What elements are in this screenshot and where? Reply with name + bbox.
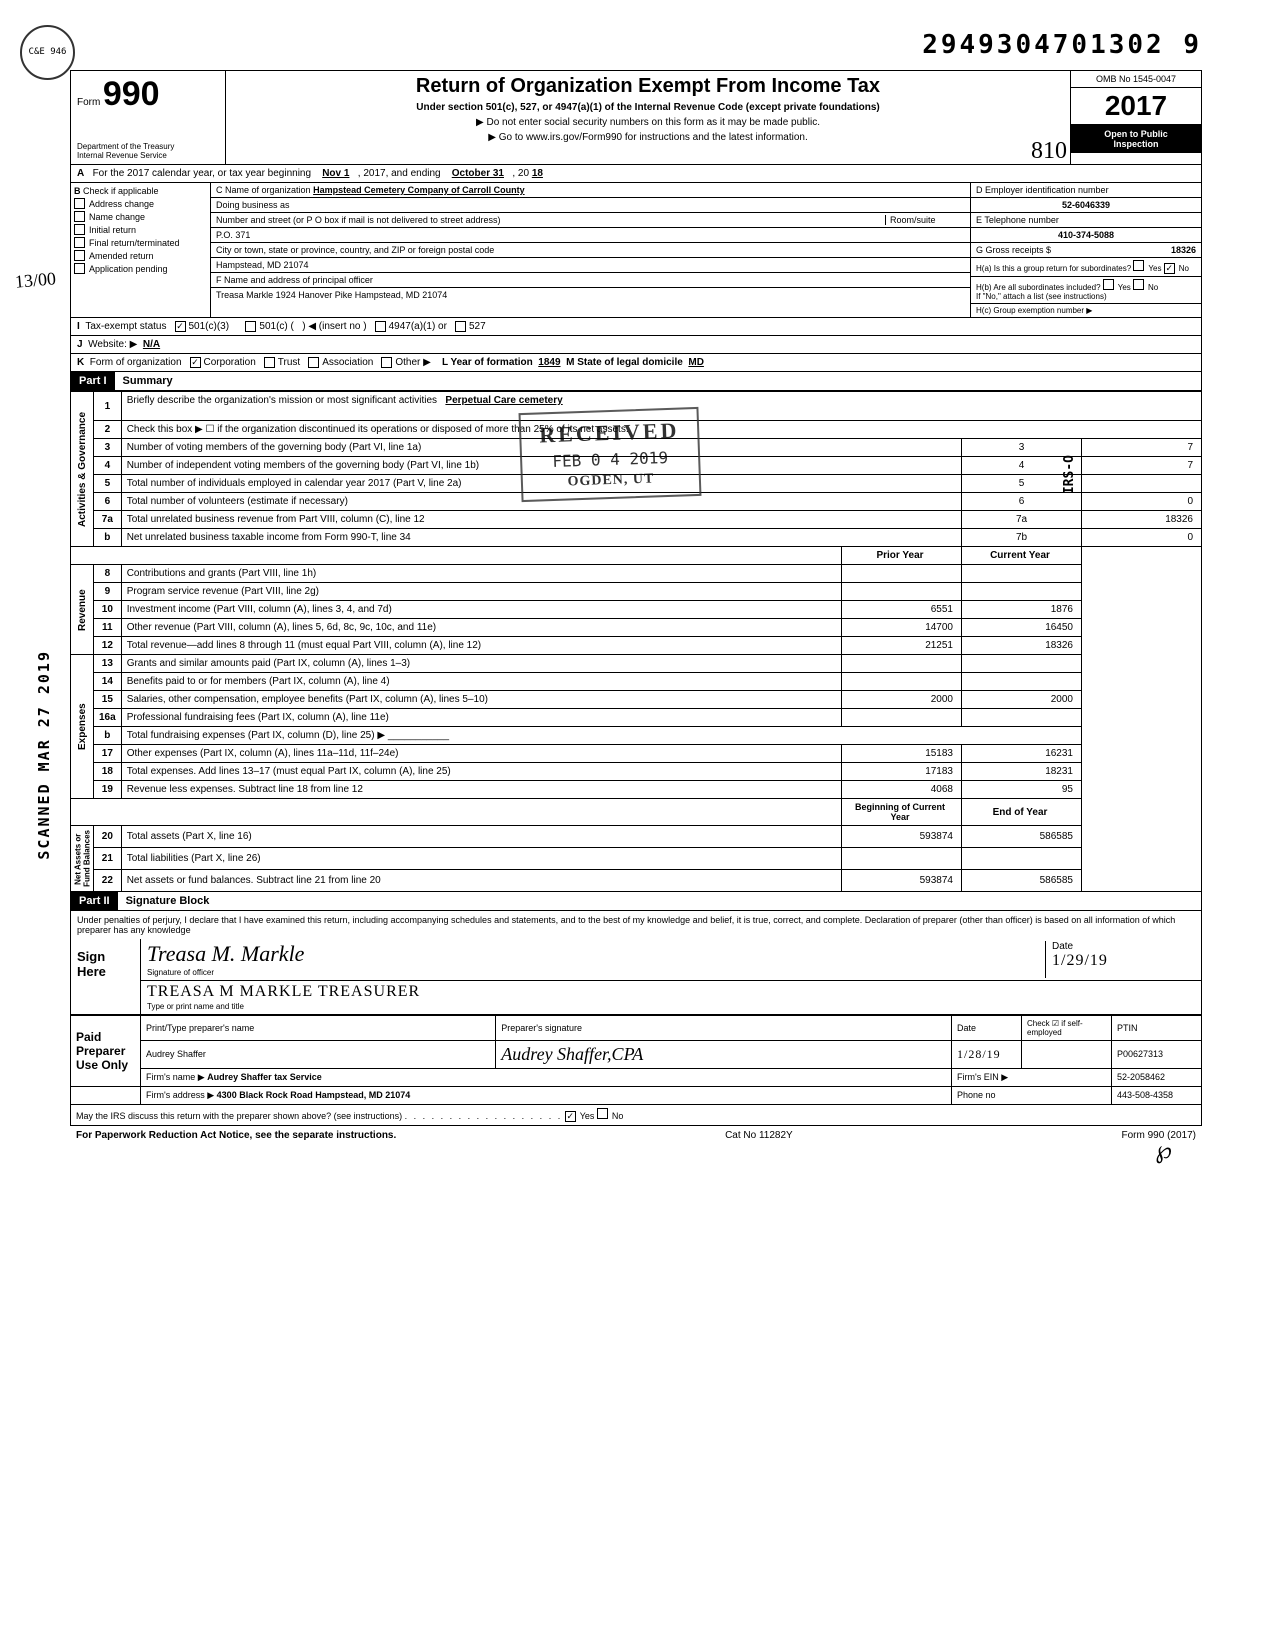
vlabel-expenses: Expenses (71, 655, 94, 799)
scanned-stamp: SCANNED MAR 27 2019 (35, 650, 53, 860)
chk-discuss-no[interactable] (597, 1108, 608, 1119)
part-1-label: Part I (71, 372, 115, 390)
perjury-statement: Under penalties of perjury, I declare th… (71, 911, 1201, 939)
form-prefix: Form (77, 97, 100, 108)
org-name: Hampstead Cemetery Company of Carroll Co… (313, 185, 525, 195)
principal-officer: Treasa Markle 1924 Hanover Pike Hampstea… (211, 288, 970, 302)
irs-label: Internal Revenue Service (77, 151, 219, 160)
document-code: 2949304701302 9 (70, 30, 1202, 60)
form-number: 990 (103, 75, 160, 114)
firm-name: Audrey Shaffer tax Service (207, 1072, 322, 1082)
preparer-ptin: P00627313 (1112, 1040, 1202, 1068)
column-b-checkboxes: B Check if applicable Address change Nam… (71, 183, 211, 317)
firm-phone: 443-508-4358 (1112, 1086, 1202, 1104)
gross-receipts: 18326 (1171, 245, 1196, 255)
row-i-tax-status: I Tax-exempt status ✓501(c)(3) 501(c) ( … (70, 318, 1202, 336)
sign-date: 1/29/19 (1052, 952, 1108, 969)
stamp-circle: C&E 946 (20, 25, 75, 80)
handwritten-810: 810 (1031, 138, 1067, 165)
irs-side-stamp: IRS-O (1062, 455, 1077, 494)
chk-initial-return[interactable] (74, 224, 85, 235)
row-j-website: J Website: ▶ N/A (70, 336, 1202, 354)
telephone: 410-374-5088 (971, 228, 1201, 243)
ein: 52-6046339 (971, 198, 1201, 213)
open-public: Open to Public (1075, 129, 1197, 139)
firm-address: 4300 Black Rock Road Hampstead, MD 21074 (217, 1090, 411, 1100)
preparer-date: 1/28/19 (952, 1040, 1022, 1068)
row-a-tax-year: A For the 2017 calendar year, or tax yea… (70, 165, 1202, 183)
chk-discuss-yes[interactable]: ✓ (565, 1111, 576, 1122)
city-state-zip: Hampstead, MD 21074 (211, 258, 970, 273)
inspection: Inspection (1075, 139, 1197, 149)
dept-treasury: Department of the Treasury (77, 142, 219, 151)
preparer-signature: Audrey Shaffer,CPA (501, 1044, 643, 1064)
chk-application-pending[interactable] (74, 263, 85, 274)
form-note-ssn: ▶ Do not enter social security numbers o… (234, 117, 1062, 128)
form-note-url: ▶ Go to www.irs.gov/Form990 for instruct… (234, 132, 1062, 143)
received-stamp: RECEIVED FEB 0 4 2019 OGDEN, UT (519, 407, 702, 502)
vlabel-governance: Activities & Governance (71, 392, 94, 547)
street-address: P.O. 371 (211, 228, 970, 243)
firm-ein: 52-2058462 (1112, 1068, 1202, 1086)
chk-name-change[interactable] (74, 211, 85, 222)
dba-label: Doing business as (211, 198, 970, 213)
handwritten-fraction: 13/00 (14, 268, 57, 292)
vlabel-net-assets: Net Assets orFund Balances (71, 826, 94, 892)
tax-year: 2017 (1071, 88, 1201, 125)
chk-amended[interactable] (74, 250, 85, 261)
preparer-name: Audrey Shaffer (141, 1040, 496, 1068)
initial-mark: ℘ (1155, 1136, 1172, 1165)
omb-number: OMB No 1545-0047 (1071, 71, 1201, 88)
paid-preparer-block: Paid Preparer Use Only Print/Type prepar… (70, 1015, 1202, 1126)
part-2-label: Part II (71, 892, 118, 910)
vlabel-revenue: Revenue (71, 565, 94, 655)
page-footer: For Paperwork Reduction Act Notice, see … (70, 1126, 1202, 1145)
chk-final-return[interactable] (74, 237, 85, 248)
part-1-title: Summary (115, 375, 173, 387)
officer-signature: Treasa M. Markle (147, 941, 304, 966)
form-title: Return of Organization Exempt From Incom… (234, 75, 1062, 98)
row-k-form-org: K Form of organization ✓Corporation Trus… (70, 354, 1202, 372)
sign-here-label: Sign Here (71, 939, 141, 1014)
chk-address-change[interactable] (74, 198, 85, 209)
chk-501c3[interactable]: ✓ (175, 321, 186, 332)
part-2-title: Signature Block (118, 895, 210, 907)
officer-print-name: TREASA M MARKLE TREASURER (147, 983, 420, 1000)
form-subtitle: Under section 501(c), 527, or 4947(a)(1)… (234, 102, 1062, 113)
